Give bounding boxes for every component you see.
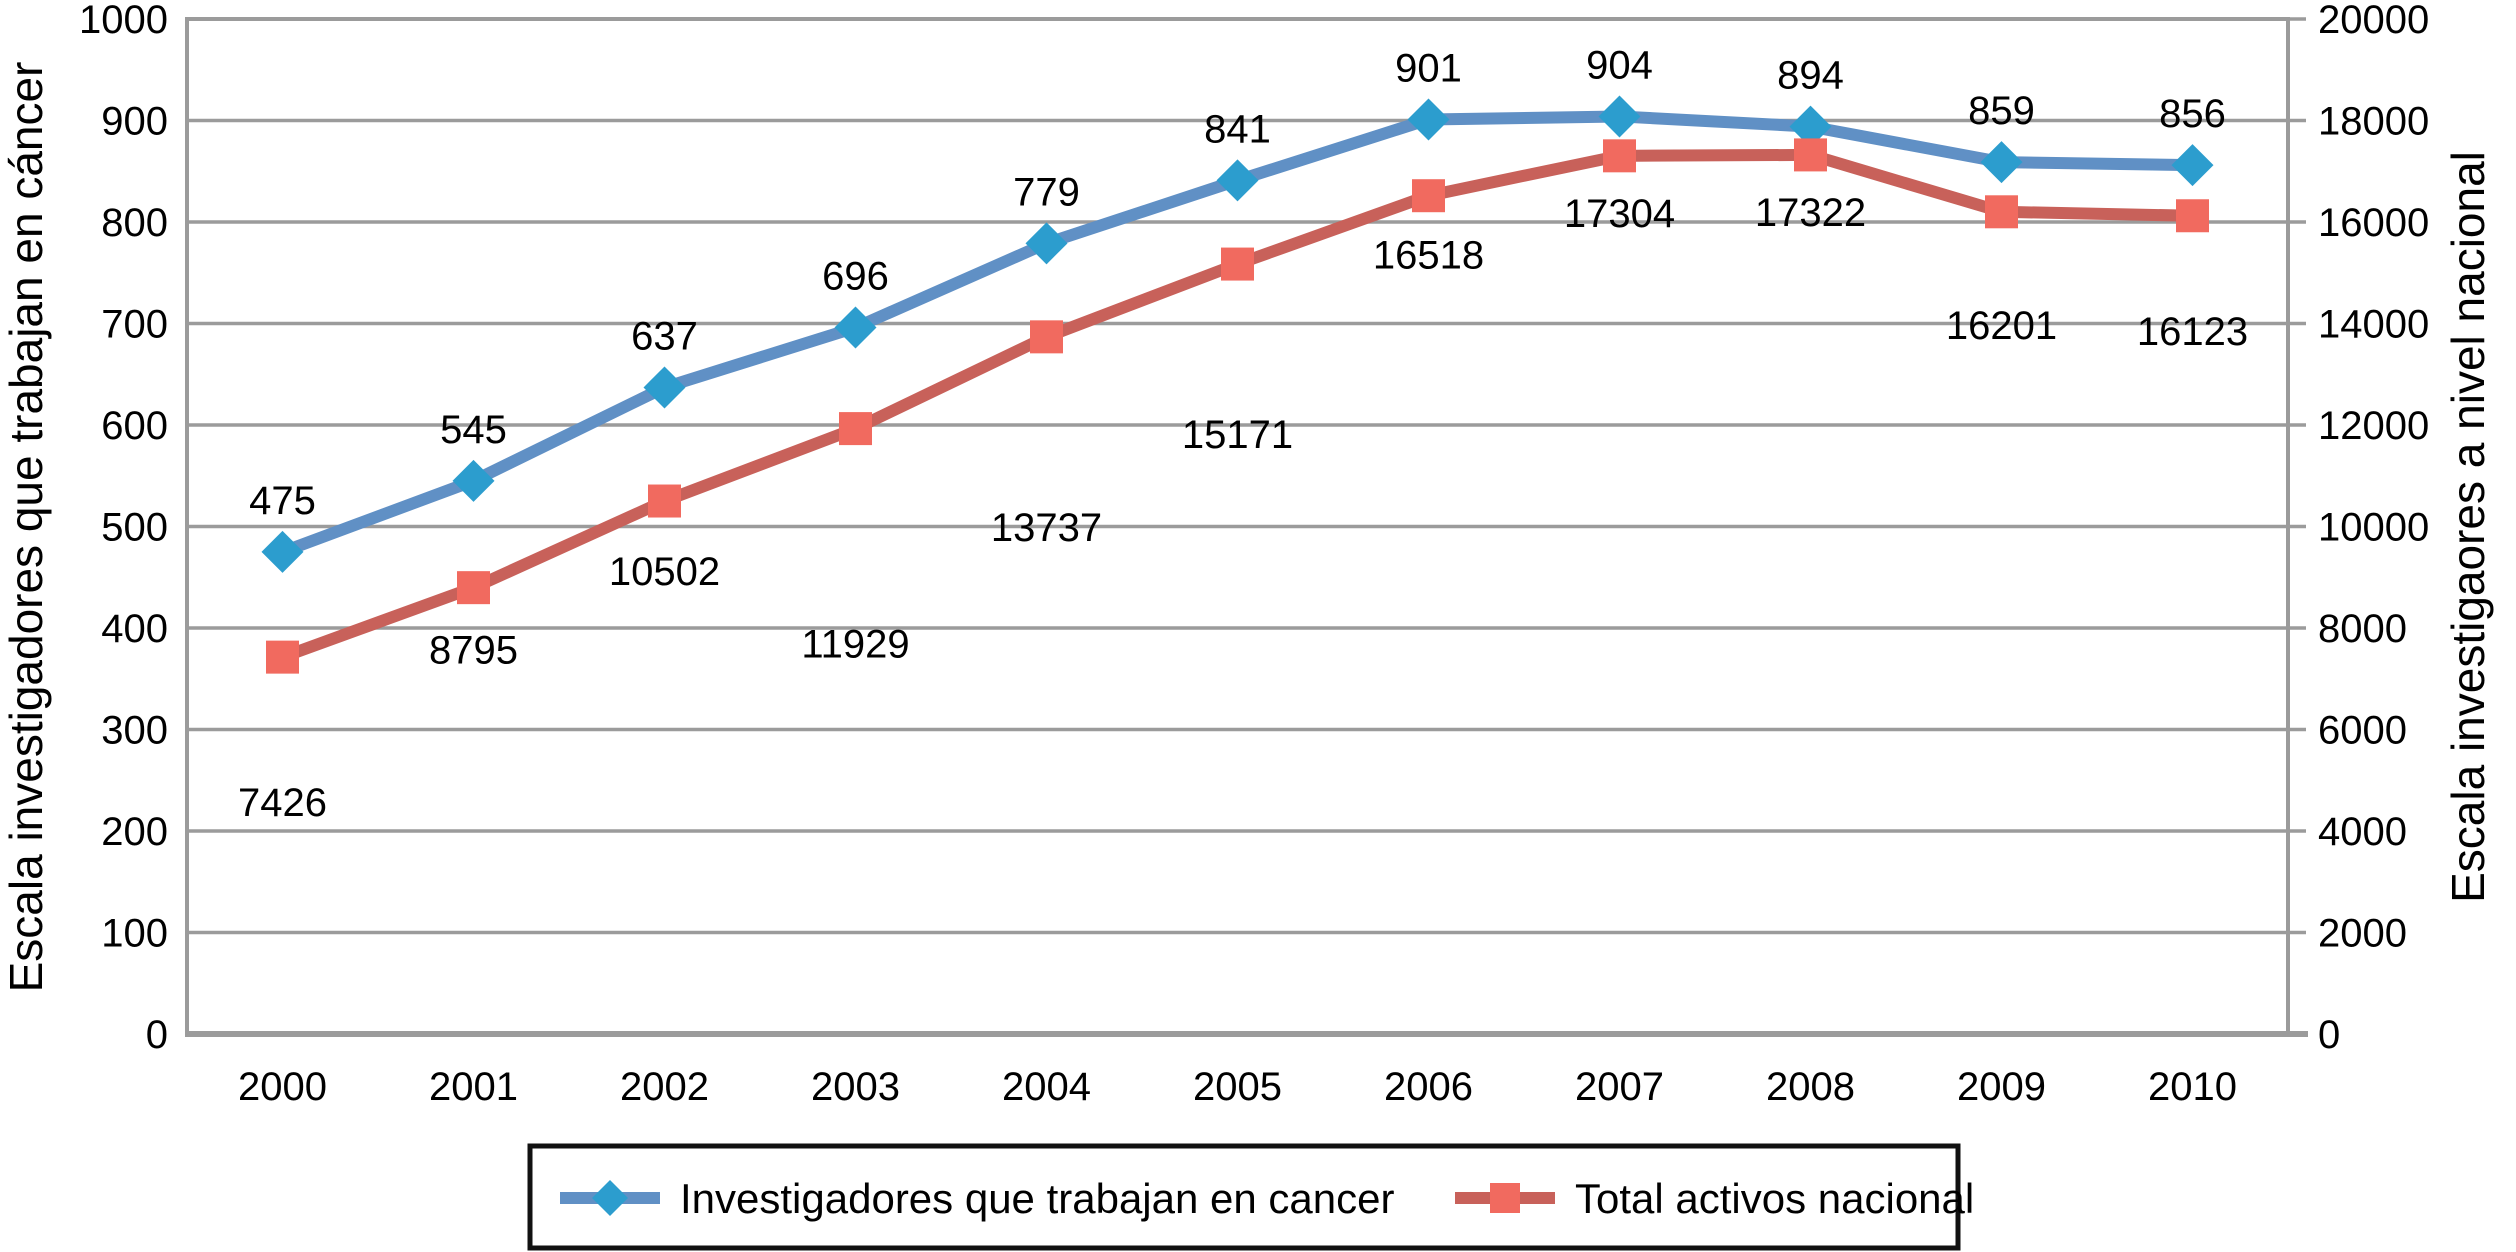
x-axis-labels-layer: 2000 2001 2002 2003 2004 2005 2006 2007 2008 2009… (238, 1065, 2237, 1109)
left-axis-tick-label: 1000 (79, 0, 168, 42)
data-label: 859 (1968, 89, 2035, 133)
data-label: 841 (1204, 107, 1271, 151)
legend-diamond-marker-icon (592, 1180, 628, 1216)
left-axis-ticks-layer: 0 100 200 300 400 500 600 700 800 900 1000 (79, 0, 168, 1057)
legend: Investigadores que trabajan en cancer To… (527, 1143, 1974, 1251)
data-label: 894 (1777, 54, 1844, 98)
x-axis-category-label: 2003 (811, 1065, 900, 1109)
data-label: 15171 (1182, 413, 1293, 457)
data-label: 475 (249, 479, 316, 523)
data-label: 904 (1586, 43, 1653, 87)
right-axis-tick-label: 6000 (2318, 709, 2407, 753)
data-label: 17304 (1564, 192, 1675, 236)
diamond-marker-icon (1025, 222, 1068, 265)
square-marker-icon (1794, 138, 1827, 172)
left-axis-tick-label: 300 (101, 709, 168, 753)
data-labels-layer: 475 545 637 696 779 841 901 904 894 859 856 7426 879… (238, 43, 2248, 825)
square-marker-icon (2176, 199, 2209, 233)
x-axis-category-label: 2006 (1384, 1065, 1473, 1109)
data-label: 545 (440, 408, 507, 452)
square-marker-icon (1603, 139, 1636, 173)
series-line-1 (280, 148, 2193, 663)
data-label: 16201 (1946, 304, 2057, 348)
right-axis-title: Escala investigaores a nivel nacional (2442, 151, 2494, 903)
left-axis-tick-label: 600 (101, 404, 168, 448)
x-axis-category-label: 2009 (1957, 1065, 2046, 1109)
left-axis-tick-label: 200 (101, 810, 168, 854)
right-axis-tick-label: 16000 (2318, 201, 2429, 245)
square-marker-icon (266, 640, 299, 674)
square-marker-icon (1985, 195, 2018, 229)
left-axis-tick-label: 900 (101, 100, 168, 144)
data-label: 696 (822, 255, 889, 299)
data-label: 10502 (609, 550, 720, 594)
legend-entry-total-activos: Total activos nacional (1455, 1175, 1974, 1222)
square-marker-icon (648, 484, 681, 518)
x-axis-category-label: 2001 (429, 1065, 518, 1109)
right-axis-tick-label: 0 (2318, 1013, 2340, 1057)
left-axis-tick-label: 800 (101, 201, 168, 245)
data-label: 779 (1013, 170, 1080, 214)
right-axis-tick-label: 2000 (2318, 912, 2407, 956)
data-label: 856 (2159, 92, 2226, 136)
square-marker-icon (839, 412, 872, 446)
square-marker-icon (1030, 320, 1063, 354)
x-axis-category-label: 2010 (2148, 1065, 2237, 1109)
legend-square-marker-icon (1490, 1183, 1520, 1213)
right-axis-tick-label: 8000 (2318, 607, 2407, 651)
square-marker-icon (457, 571, 490, 605)
data-label: 901 (1395, 46, 1462, 90)
data-label: 11929 (801, 623, 909, 667)
gridlines-layer (187, 118, 2288, 935)
data-label: 13737 (991, 506, 1102, 550)
right-axis-tick-label: 4000 (2318, 810, 2407, 854)
series-layer (261, 95, 2214, 674)
legend-label-investigadores: Investigadores que trabajan en cancer (680, 1175, 1394, 1222)
legend-label-total-activos: Total activos nacional (1575, 1175, 1974, 1222)
data-label: 637 (631, 314, 698, 358)
diamond-marker-icon (452, 459, 495, 502)
data-label: 8795 (429, 629, 518, 673)
right-axis-tick-label: 14000 (2318, 303, 2429, 347)
left-axis-tick-label: 0 (146, 1013, 168, 1057)
right-axis-tick-label: 10000 (2318, 506, 2429, 550)
diamond-marker-icon (1216, 159, 1259, 202)
data-label: 17322 (1755, 191, 1866, 235)
x-axis-category-label: 2005 (1193, 1065, 1282, 1109)
left-axis-tick-label: 100 (101, 912, 168, 956)
x-axis-category-label: 2000 (238, 1065, 327, 1109)
x-axis-category-label: 2008 (1766, 1065, 1855, 1109)
diamond-marker-icon (643, 366, 686, 409)
diamond-marker-icon (1407, 98, 1450, 141)
axes-layer (185, 17, 2308, 1037)
x-axis-category-label: 2002 (620, 1065, 709, 1109)
data-label: 16518 (1373, 234, 1484, 278)
x-axis-category-label: 2004 (1002, 1065, 1091, 1109)
left-axis-tick-label: 500 (101, 506, 168, 550)
legend-box (527, 1143, 1961, 1251)
x-axis-category-label: 2007 (1575, 1065, 1664, 1109)
legend-entry-investigadores: Investigadores que trabajan en cancer (560, 1175, 1394, 1222)
square-marker-icon (1412, 179, 1445, 213)
diamond-marker-icon (834, 306, 877, 349)
diamond-marker-icon (1598, 95, 1641, 138)
diamond-marker-icon (1980, 141, 2023, 184)
data-label: 16123 (2137, 310, 2248, 354)
diamond-marker-icon (2171, 144, 2214, 187)
diamond-marker-icon (1789, 105, 1832, 148)
right-axis-ticks-layer: 0 2000 4000 6000 8000 10000 12000 14000 16000 180… (2318, 0, 2429, 1057)
right-axis-tick-label: 12000 (2318, 404, 2429, 448)
square-marker-icon (1221, 247, 1254, 281)
right-axis-tick-label: 20000 (2318, 0, 2429, 42)
left-axis-tick-label: 400 (101, 607, 168, 651)
diamond-marker-icon (261, 530, 304, 573)
right-axis-tick-label: 18000 (2318, 100, 2429, 144)
data-label: 7426 (238, 781, 327, 825)
left-axis-tick-label: 700 (101, 303, 168, 347)
left-axis-title: Escala investigadores que trabajan en cá… (0, 62, 52, 993)
